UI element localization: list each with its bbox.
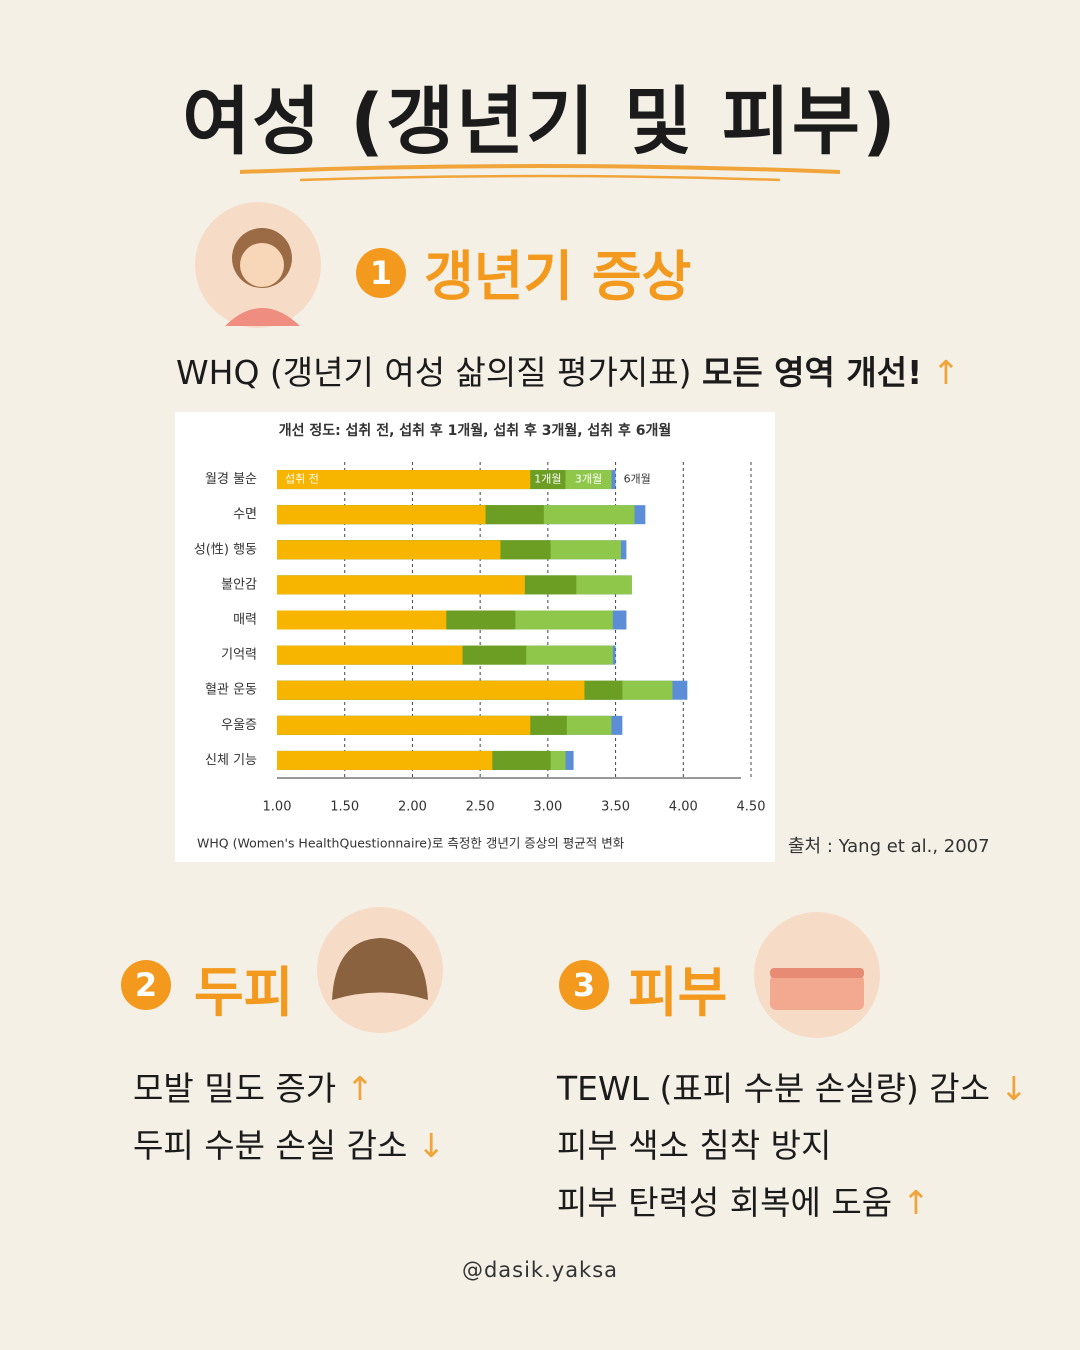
legend-label: 3개월 <box>575 473 602 486</box>
icon-skin-layer <box>770 975 864 1010</box>
x-tick-label: 1.50 <box>330 800 359 815</box>
x-tick-label: 4.50 <box>737 800 766 815</box>
x-tick-label: 3.00 <box>533 800 562 815</box>
section-heading: 갱년기 증상 <box>424 245 692 308</box>
underline <box>239 164 841 174</box>
chart-caption: WHQ (Women's HealthQuestionnaire)로 측정한 갱… <box>197 836 625 851</box>
legend-label: 섭취 전 <box>285 473 319 486</box>
x-tick-label: 4.00 <box>669 800 698 815</box>
bar <box>277 470 531 490</box>
y-tick-label: 매력 <box>233 613 257 628</box>
x-tick-label: 1.00 <box>263 800 292 815</box>
bar <box>277 575 525 595</box>
underline <box>299 174 781 182</box>
arrow: ↓ <box>999 1069 1028 1108</box>
footer: @dasik.yaksa <box>461 1258 619 1282</box>
line-text: 피부 탄력성 회복에 도움 <box>557 1183 893 1222</box>
bar <box>277 505 486 525</box>
section-line: WHQ (갱년기 여성 삶의질 평가지표) 모든 영역 개선! ↑ <box>176 346 960 394</box>
section-number: 2 <box>121 960 171 1010</box>
line-text: TEWL (표피 수분 손실량) 감소 <box>557 1069 990 1108</box>
icon-face <box>240 243 284 287</box>
section-line: TEWL (표피 수분 손실량) 감소 ↓ <box>557 1062 1028 1119</box>
bar <box>277 680 585 700</box>
y-tick-label: 혈관 운동 <box>205 683 257 698</box>
section-heading: 두피 <box>194 961 294 1024</box>
section-line: 모발 밀도 증가 ↑ <box>133 1062 445 1119</box>
x-tick-label: 3.50 <box>601 800 630 815</box>
section-line: 두피 수분 손실 감소 ↓ <box>133 1119 445 1176</box>
section-number: 3 <box>559 960 609 1010</box>
section-heading: 피부 <box>628 961 728 1024</box>
chart: 개선 정도: 섭취 전, 섭취 후 1개월, 섭취 후 3개월, 섭취 후 6개… <box>175 412 775 862</box>
y-tick-label: 우울증 <box>221 718 257 733</box>
line-text: 두피 수분 손실 감소 <box>133 1126 408 1165</box>
bar <box>277 715 531 735</box>
x-tick-label: 2.50 <box>466 800 495 815</box>
arrow: ↑ <box>902 1183 930 1222</box>
title: 여성 (갱년기 및 피부) <box>182 79 898 165</box>
y-tick-label: 신체 기능 <box>205 753 257 768</box>
icon-hair-top <box>332 938 428 1000</box>
y-tick-label: 월경 불순 <box>205 472 257 487</box>
bar <box>277 540 501 560</box>
icon-skin-layer <box>770 968 864 978</box>
line-emphasis: 모든 영역 개선! <box>701 353 923 392</box>
arrow: ↑ <box>932 353 960 392</box>
y-tick-label: 성(性) 행동 <box>194 541 257 557</box>
line-text: 피부 색소 침착 방지 <box>557 1126 832 1165</box>
arrow: ↑ <box>346 1069 374 1108</box>
bar <box>277 610 447 630</box>
x-tick-label: 2.00 <box>398 800 427 815</box>
line-text: WHQ (갱년기 여성 삶의질 평가지표) <box>176 353 692 392</box>
line-text: 모발 밀도 증가 <box>133 1069 337 1108</box>
icon-shirt <box>225 308 300 326</box>
source: 출처 : Yang et al., 2007 <box>788 836 990 857</box>
legend-label: 1개월 <box>534 473 561 486</box>
section-number: 1 <box>356 248 406 298</box>
y-tick-label: 불안감 <box>221 577 257 592</box>
chart-title: 개선 정도: 섭취 전, 섭취 후 1개월, 섭취 후 3개월, 섭취 후 6개… <box>279 422 672 439</box>
section-line: 피부 색소 침착 방지 <box>557 1119 1028 1176</box>
arrow: ↓ <box>417 1126 446 1165</box>
y-tick-label: 기억력 <box>221 648 257 663</box>
y-tick-label: 수면 <box>233 507 257 522</box>
section-line: 피부 탄력성 회복에 도움 ↑ <box>557 1176 1028 1233</box>
legend-label: 6개월 <box>624 473 651 486</box>
bar <box>277 645 463 665</box>
bar <box>277 750 493 770</box>
section-lines: 모발 밀도 증가 ↑ 두피 수분 손실 감소 ↓ <box>133 1062 445 1176</box>
